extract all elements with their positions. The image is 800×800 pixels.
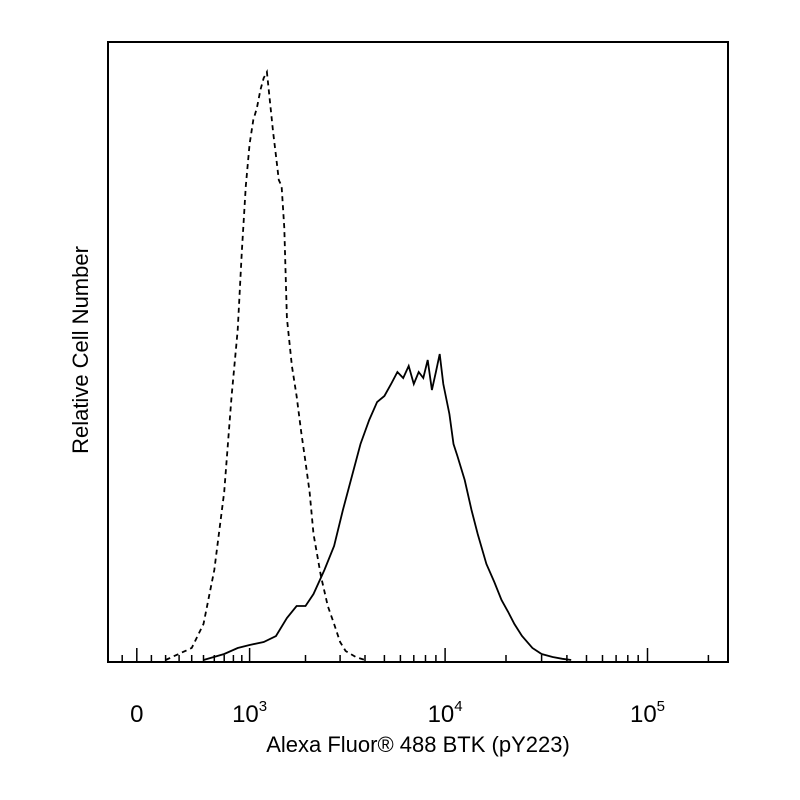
x-tick-label: 0 — [130, 701, 143, 728]
x-axis-ticks — [107, 648, 710, 662]
x-axis-title: Alexa Fluor® 488 BTK (pY223) — [266, 732, 570, 757]
x-tick-label: 103 — [232, 698, 267, 728]
histogram-series-dashed — [165, 68, 366, 661]
histogram-series-solid — [203, 353, 572, 661]
y-axis-title: Relative Cell Number — [68, 246, 93, 454]
series-layer — [165, 68, 572, 661]
plot-frame — [107, 41, 729, 663]
x-tick-label: 104 — [428, 698, 463, 728]
x-tick-label: 105 — [630, 698, 665, 728]
x-axis-tick-labels: 0 103 104 105 — [130, 698, 665, 728]
